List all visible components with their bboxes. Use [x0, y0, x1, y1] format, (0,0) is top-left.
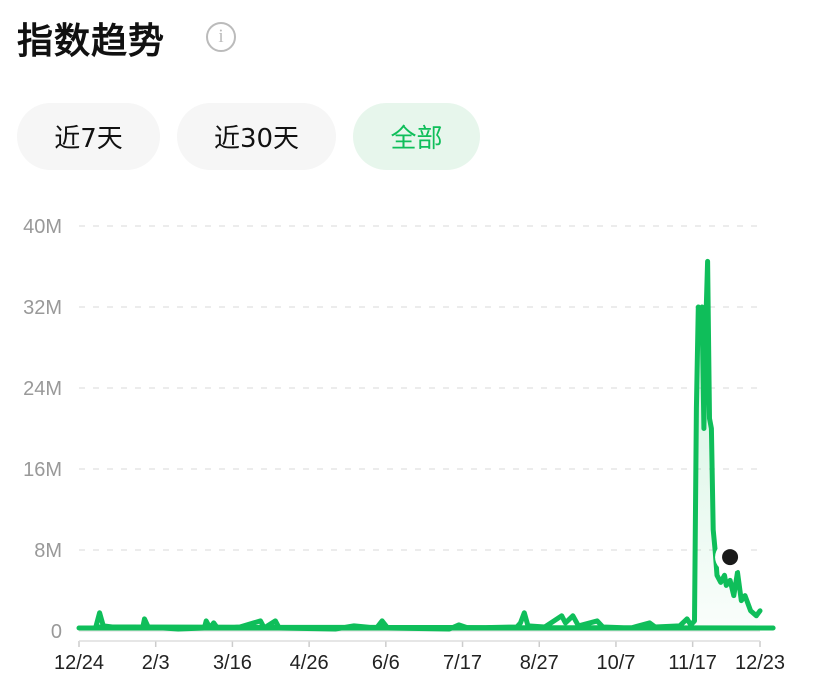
- x-tick-label: 2/3: [142, 652, 170, 674]
- page-title: 指数趋势: [17, 21, 166, 62]
- x-tick-label: 11/17: [668, 652, 717, 674]
- info-icon[interactable]: i: [206, 22, 236, 52]
- y-tick-label: 0: [51, 621, 62, 643]
- y-tick-label: 40M: [23, 216, 62, 238]
- x-tick-label: 8/27: [520, 652, 559, 674]
- x-tick-label: 12/23: [735, 652, 785, 674]
- y-tick-label: 24M: [23, 378, 62, 400]
- series-line: [76, 258, 776, 632]
- x-tick-label: 3/16: [213, 652, 252, 674]
- y-tick-label: 16M: [23, 459, 62, 481]
- x-tick-label: 7/17: [443, 652, 482, 674]
- hover-marker: [722, 549, 739, 566]
- x-tick-label: 10/7: [596, 652, 635, 674]
- y-tick-label: 8M: [34, 540, 62, 562]
- series-area: [79, 261, 774, 631]
- tab-7-days[interactable]: 近7天: [17, 103, 160, 170]
- x-tick-label: 4/26: [290, 652, 329, 674]
- tab-all[interactable]: 全部: [353, 103, 480, 170]
- time-range-tabs: 近7天 近30天 全部: [17, 103, 480, 170]
- x-tick-label: 12/24: [54, 652, 104, 674]
- x-tick-label: 6/6: [372, 652, 400, 674]
- tab-30-days[interactable]: 近30天: [177, 103, 336, 170]
- y-tick-label: 32M: [23, 297, 62, 319]
